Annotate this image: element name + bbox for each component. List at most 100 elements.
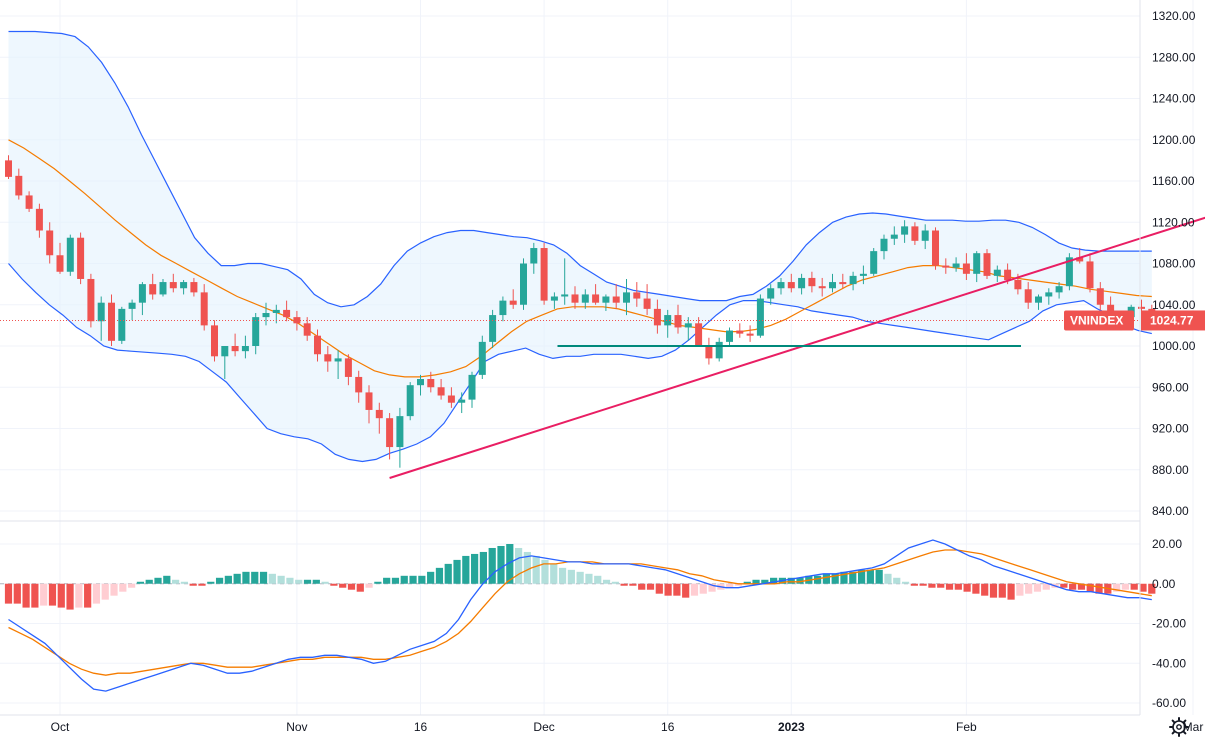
candle [983, 249, 991, 279]
candle [303, 317, 311, 341]
macd-bar [928, 583, 936, 588]
macd-bar [66, 583, 74, 610]
macd-bar [13, 583, 21, 604]
candle [736, 323, 744, 338]
macd-bar [128, 583, 136, 588]
candle [77, 232, 85, 285]
macd-bar [84, 583, 92, 608]
macd-bar [558, 567, 567, 584]
moving-average [8, 139, 1152, 378]
candle-body [1014, 280, 1022, 290]
macd-bar [919, 583, 927, 586]
candle [396, 407, 404, 468]
macd-bar [787, 577, 795, 584]
macd-bar [312, 579, 320, 584]
candle-body [303, 323, 311, 336]
candle [664, 309, 672, 338]
candle-body [973, 253, 981, 274]
macd-bar [550, 563, 558, 584]
candle-body [623, 292, 630, 303]
macd-bar [400, 575, 408, 584]
macd-bar [893, 577, 901, 584]
bollinger-fill [8, 31, 1152, 462]
candle [180, 280, 188, 295]
macd-bar [242, 571, 250, 584]
candle [128, 299, 136, 321]
trend-drawings[interactable] [389, 215, 1205, 479]
candle [1096, 282, 1104, 310]
time-axis[interactable]: OctNov16Dec162023FebMar16 [0, 714, 1205, 734]
candle-body [581, 294, 589, 303]
candle-body [108, 302, 115, 341]
price-tick-label: 1280.00 [1152, 50, 1196, 64]
candle [911, 222, 919, 245]
macd-bar [514, 547, 523, 584]
price-tick-label: 1160.00 [1152, 174, 1195, 188]
price-badge-label: 1024.77 [1150, 313, 1194, 327]
macd-bar [602, 579, 611, 584]
bollinger-upper [8, 30, 1152, 308]
candle-body [715, 341, 723, 359]
candle-body [983, 253, 991, 276]
macd-bar [22, 583, 30, 608]
candle-body [427, 379, 435, 388]
candle-body [46, 230, 54, 256]
macd-line [8, 539, 1152, 692]
candle-body [87, 278, 95, 322]
candle [921, 224, 929, 250]
candle-body [509, 300, 517, 305]
candle-body [653, 308, 661, 326]
candle [87, 273, 95, 328]
macd-bar [391, 577, 400, 584]
gear-icon[interactable] [1169, 717, 1189, 737]
macd-bar [1086, 583, 1094, 592]
price-badge [1141, 310, 1205, 331]
candle-body [1035, 296, 1042, 303]
candle [149, 273, 157, 300]
candle-body [901, 226, 909, 235]
macd-bar [690, 583, 699, 596]
price-tick-label: 1120.00 [1152, 215, 1195, 229]
macd-bar [866, 569, 874, 584]
candle-body [787, 282, 795, 289]
candle [859, 265, 867, 285]
candle-body [15, 175, 23, 196]
candle [808, 271, 816, 293]
macd-histogram [0, 544, 1156, 610]
candle [138, 282, 146, 316]
candle-body [458, 399, 466, 403]
candle [478, 335, 486, 379]
candle [468, 371, 476, 408]
candle [375, 402, 383, 434]
macd-bar [101, 583, 109, 600]
macd-bar [92, 583, 101, 604]
candle [932, 227, 939, 270]
macd-bar [567, 569, 575, 584]
macd-bar [356, 583, 364, 592]
candle-body [149, 284, 157, 295]
macd-bar [48, 583, 57, 606]
candle [870, 248, 878, 276]
macd-tick-label: 0.00 [1152, 577, 1176, 591]
symbol-badge [1064, 310, 1134, 331]
candle [880, 234, 888, 260]
macd-bar [198, 583, 206, 586]
time-tick-label: Mar [1183, 720, 1204, 734]
price-axis[interactable]: 1320.00 1280.00 1240.00 1200.00 1160.00 1120.… [1139, 0, 1196, 715]
candle-body [921, 230, 929, 241]
candle [901, 220, 909, 243]
candle [66, 234, 74, 276]
candle [571, 286, 579, 309]
macd-bar [954, 583, 962, 590]
macd-bar [154, 577, 162, 584]
macd-bar [57, 583, 65, 608]
macd-bar [646, 583, 655, 590]
candle [962, 253, 970, 280]
macd-bar [532, 555, 540, 584]
candle [643, 284, 651, 316]
candle-body [314, 335, 321, 355]
macd-bar [699, 583, 707, 594]
candle-body [1004, 269, 1012, 280]
candle-body [159, 282, 167, 295]
